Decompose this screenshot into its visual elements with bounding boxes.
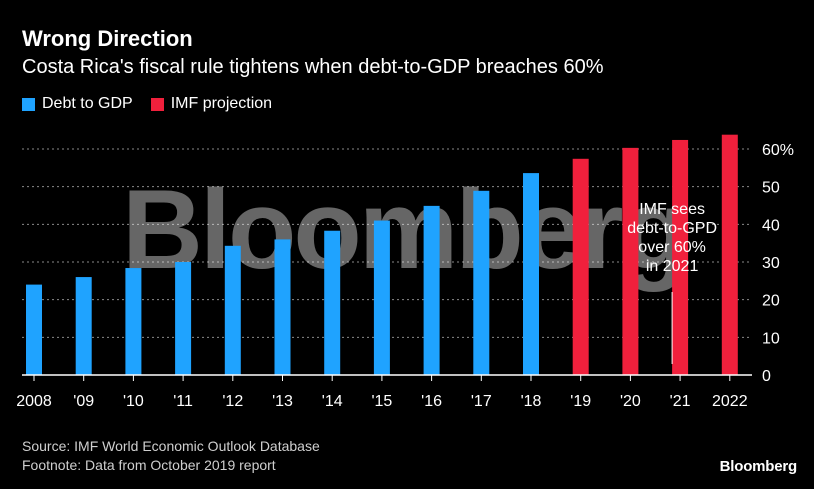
bar [26, 284, 42, 375]
bar [125, 268, 142, 375]
annotation-layer: IMF sees debt-to-GPD over 60% in 2021 [627, 201, 717, 364]
bar [672, 139, 689, 375]
source-note: Source: IMF World Economic Outlook Datab… [22, 437, 320, 475]
annotation-text: debt-to-GPD [627, 220, 717, 237]
bar [523, 173, 539, 375]
bar [373, 220, 390, 375]
y-tick-label: 40 [762, 217, 780, 234]
y-tick-label: 20 [762, 293, 780, 310]
x-tick-label: '10 [123, 393, 144, 410]
annotation-text: in 2021 [646, 258, 699, 275]
axis-layer: 0 10 20 30 40 50 60% 2008 '09 '10 '11 '12 '13 '14 '15 '… [16, 142, 794, 410]
legend: Debt to GDP IMF projection [22, 95, 290, 113]
y-tick-label: 0 [762, 368, 771, 385]
bar [175, 262, 192, 375]
bloomberg-logo: Bloomberg [719, 458, 798, 475]
bar [622, 147, 639, 375]
x-tick-label: '15 [371, 393, 392, 410]
x-tick-label: '18 [521, 393, 542, 410]
x-tick-label: 2008 [16, 393, 52, 410]
bar [473, 190, 490, 375]
bar [224, 245, 241, 375]
y-tick-label: 60% [762, 142, 794, 159]
annotation-text: over 60% [638, 239, 706, 256]
bar [274, 239, 291, 375]
bar [572, 158, 589, 375]
x-tick-label: '11 [173, 393, 193, 410]
source-text: Source: IMF World Economic Outlook Datab… [22, 438, 320, 454]
bar [324, 230, 341, 375]
watermark-text: Bloomberg [122, 167, 686, 292]
legend-item-imf-projection: IMF projection [150, 95, 273, 113]
bar [721, 134, 738, 375]
legend-label-debt-to-gdp: Debt to GDP [42, 95, 133, 112]
x-tick-label: '21 [670, 393, 691, 410]
watermark-layer: Bloomberg [122, 167, 689, 292]
x-tick-label: '17 [471, 393, 492, 410]
chart-title: Wrong Direction [22, 26, 193, 51]
chart-subtitle: Costa Rica's fiscal rule tightens when d… [22, 56, 604, 78]
bar [423, 205, 440, 375]
x-tick-label: '13 [272, 393, 293, 410]
x-tick-label: '20 [620, 393, 641, 410]
legend-item-debt-to-gdp: Debt to GDP [22, 95, 133, 113]
x-tick-label: '09 [73, 393, 94, 410]
y-tick-label: 10 [762, 330, 780, 347]
legend-label-imf-projection: IMF projection [170, 95, 273, 112]
legend-swatch-imf-projection [150, 97, 164, 111]
bar [75, 277, 92, 375]
bars-layer [26, 134, 738, 375]
annotation-text: IMF sees [639, 201, 705, 218]
legend-swatch-debt-to-gdp [22, 97, 35, 111]
x-tick-label: '16 [421, 393, 442, 410]
footnote-text: Footnote: Data from October 2019 report [22, 457, 276, 473]
x-tick-label: '14 [322, 393, 343, 410]
x-tick-label: 2022 [712, 393, 748, 410]
y-tick-label: 30 [762, 255, 780, 272]
x-tick-label: '19 [570, 393, 591, 410]
x-tick-label: '12 [222, 393, 243, 410]
y-tick-label: 50 [762, 180, 780, 197]
